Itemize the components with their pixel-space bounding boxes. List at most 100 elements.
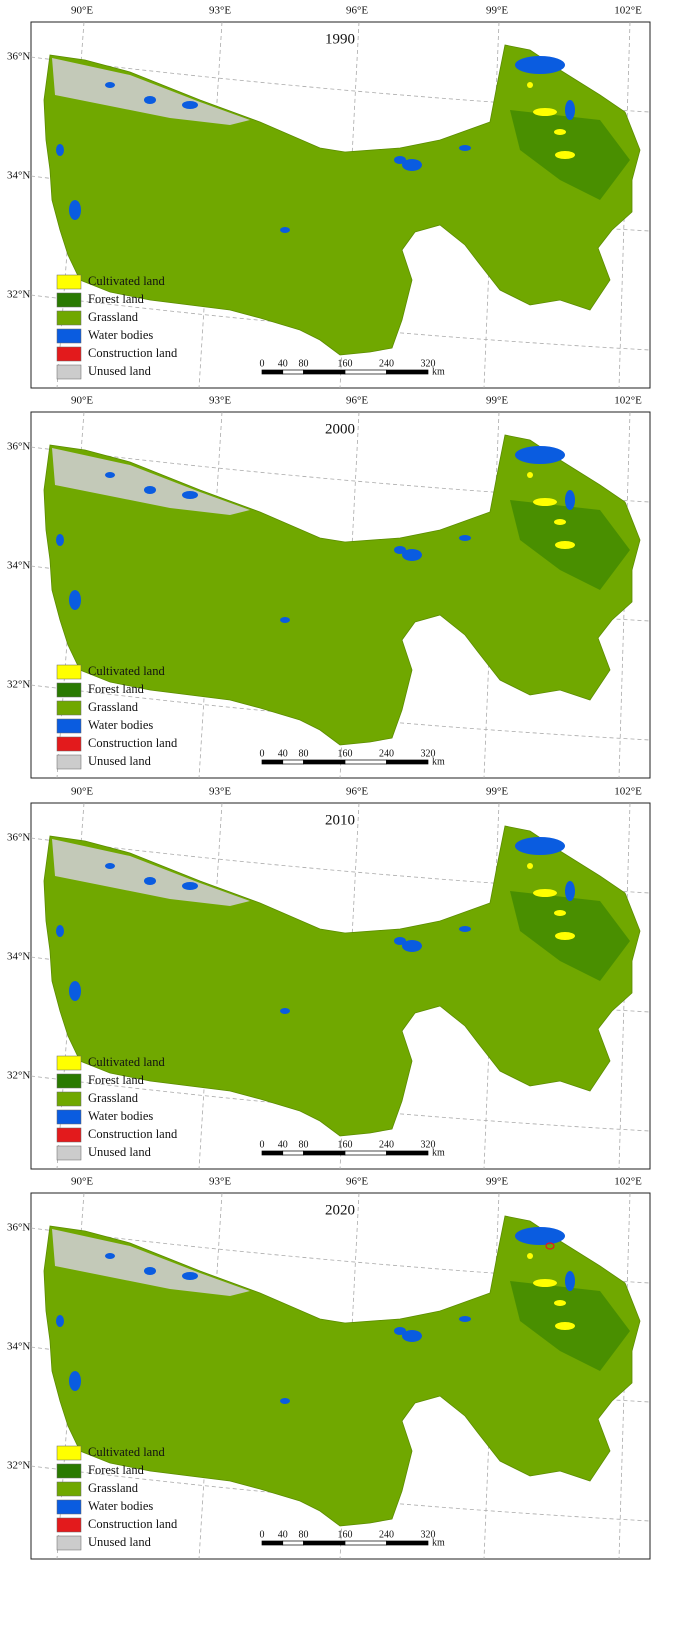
longitude-label: 93°E bbox=[209, 786, 231, 798]
cultivated-area bbox=[533, 1279, 557, 1287]
legend-label: Water bodies bbox=[88, 1499, 153, 1513]
water-body bbox=[69, 590, 81, 610]
legend-swatch bbox=[56, 1055, 82, 1071]
panel-frame bbox=[30, 1192, 651, 1560]
water-body bbox=[56, 925, 64, 937]
longitude-label: 96°E bbox=[346, 786, 368, 798]
water-body bbox=[105, 863, 115, 869]
grassland-area bbox=[43, 1215, 641, 1527]
scale-label: 0 bbox=[260, 1139, 265, 1150]
scale-segment bbox=[261, 759, 284, 765]
legend-swatch bbox=[56, 1127, 82, 1143]
water-body bbox=[280, 1008, 290, 1014]
longitude-label: 93°E bbox=[209, 395, 231, 407]
scale-label: 40 bbox=[278, 748, 288, 759]
longitude-label: 90°E bbox=[71, 786, 93, 798]
latitude-label: 32°N bbox=[7, 1460, 30, 1472]
water-body bbox=[565, 100, 575, 120]
legend-label: Grassland bbox=[88, 700, 139, 714]
scale-label: 160 bbox=[338, 1139, 353, 1150]
scale-label: 0 bbox=[260, 1529, 265, 1540]
cultivated-area bbox=[555, 151, 575, 159]
scale-label: 240 bbox=[379, 358, 394, 369]
legend-label: Cultivated land bbox=[88, 1445, 165, 1459]
legend-label: Water bodies bbox=[88, 1109, 153, 1123]
legend-label: Construction land bbox=[88, 736, 178, 750]
water-body bbox=[280, 227, 290, 233]
longitude-label: 102°E bbox=[614, 395, 642, 407]
cultivated-area bbox=[527, 1253, 533, 1259]
scale-segment bbox=[261, 1540, 284, 1546]
water-body bbox=[402, 1330, 422, 1342]
water-body bbox=[144, 96, 156, 104]
scale-label: 240 bbox=[379, 1139, 394, 1150]
latitude-label: 32°N bbox=[7, 1070, 30, 1082]
water-body bbox=[459, 926, 471, 932]
water-body bbox=[565, 881, 575, 901]
legend-swatch bbox=[56, 664, 82, 680]
grassland-area bbox=[43, 825, 641, 1137]
latitude-label: 36°N bbox=[7, 832, 30, 844]
water-body bbox=[280, 617, 290, 623]
water-body bbox=[402, 940, 422, 952]
panel-title: 1990 bbox=[325, 31, 355, 47]
longitude-label: 90°E bbox=[71, 5, 93, 17]
scale-label: 160 bbox=[338, 1529, 353, 1540]
scale-segment bbox=[386, 1540, 429, 1546]
scale-segment bbox=[303, 1540, 346, 1546]
panel-title: 2020 bbox=[325, 1202, 355, 1218]
scale-label: 240 bbox=[379, 748, 394, 759]
water-body bbox=[515, 837, 565, 855]
unused-area bbox=[52, 448, 250, 515]
water-body bbox=[394, 546, 406, 554]
legend-swatch bbox=[56, 1109, 82, 1125]
legend-swatch bbox=[56, 1535, 82, 1551]
longitude-label: 99°E bbox=[486, 395, 508, 407]
water-body bbox=[144, 877, 156, 885]
cultivated-area bbox=[527, 863, 533, 869]
water-body bbox=[69, 200, 81, 220]
scale-label: 240 bbox=[379, 1529, 394, 1540]
water-body bbox=[280, 1398, 290, 1404]
longitude-label: 102°E bbox=[614, 1176, 642, 1188]
water-body bbox=[144, 1267, 156, 1275]
latitude-label: 36°N bbox=[7, 51, 30, 63]
scale-label: 320 bbox=[421, 358, 436, 369]
longitude-label: 93°E bbox=[209, 5, 231, 17]
legend-label: Water bodies bbox=[88, 718, 153, 732]
legend-swatch bbox=[56, 718, 82, 734]
water-body bbox=[515, 446, 565, 464]
water-body bbox=[459, 1316, 471, 1322]
longitude-label: 93°E bbox=[209, 1176, 231, 1188]
water-body bbox=[105, 82, 115, 88]
cultivated-area bbox=[555, 1322, 575, 1330]
legend-swatch bbox=[56, 364, 82, 380]
longitude-label: 90°E bbox=[71, 1176, 93, 1188]
longitude-label: 99°E bbox=[486, 5, 508, 17]
legend-label: Construction land bbox=[88, 1127, 178, 1141]
legend-swatch bbox=[56, 310, 82, 326]
panel-frame bbox=[30, 411, 651, 779]
water-body bbox=[105, 1253, 115, 1259]
scale-segment bbox=[303, 1150, 346, 1156]
legend-swatch bbox=[56, 1499, 82, 1515]
scale-label: 80 bbox=[299, 358, 309, 369]
latitude-label: 32°N bbox=[7, 679, 30, 691]
cultivated-area bbox=[527, 472, 533, 478]
water-body bbox=[459, 535, 471, 541]
scale-segment bbox=[344, 369, 387, 375]
panel-title: 2010 bbox=[325, 812, 355, 828]
legend-swatch bbox=[56, 1517, 82, 1533]
legend-label: Unused land bbox=[88, 364, 152, 378]
grassland-area bbox=[43, 44, 641, 356]
water-body bbox=[144, 486, 156, 494]
legend-swatch bbox=[56, 274, 82, 290]
legend-swatch bbox=[56, 292, 82, 308]
scale-unit: km bbox=[432, 1147, 445, 1158]
legend-label: Grassland bbox=[88, 1481, 139, 1495]
latitude-label: 36°N bbox=[7, 441, 30, 453]
longitude-label: 96°E bbox=[346, 1176, 368, 1188]
scale-segment bbox=[344, 1150, 387, 1156]
latitude-label: 36°N bbox=[7, 1222, 30, 1234]
